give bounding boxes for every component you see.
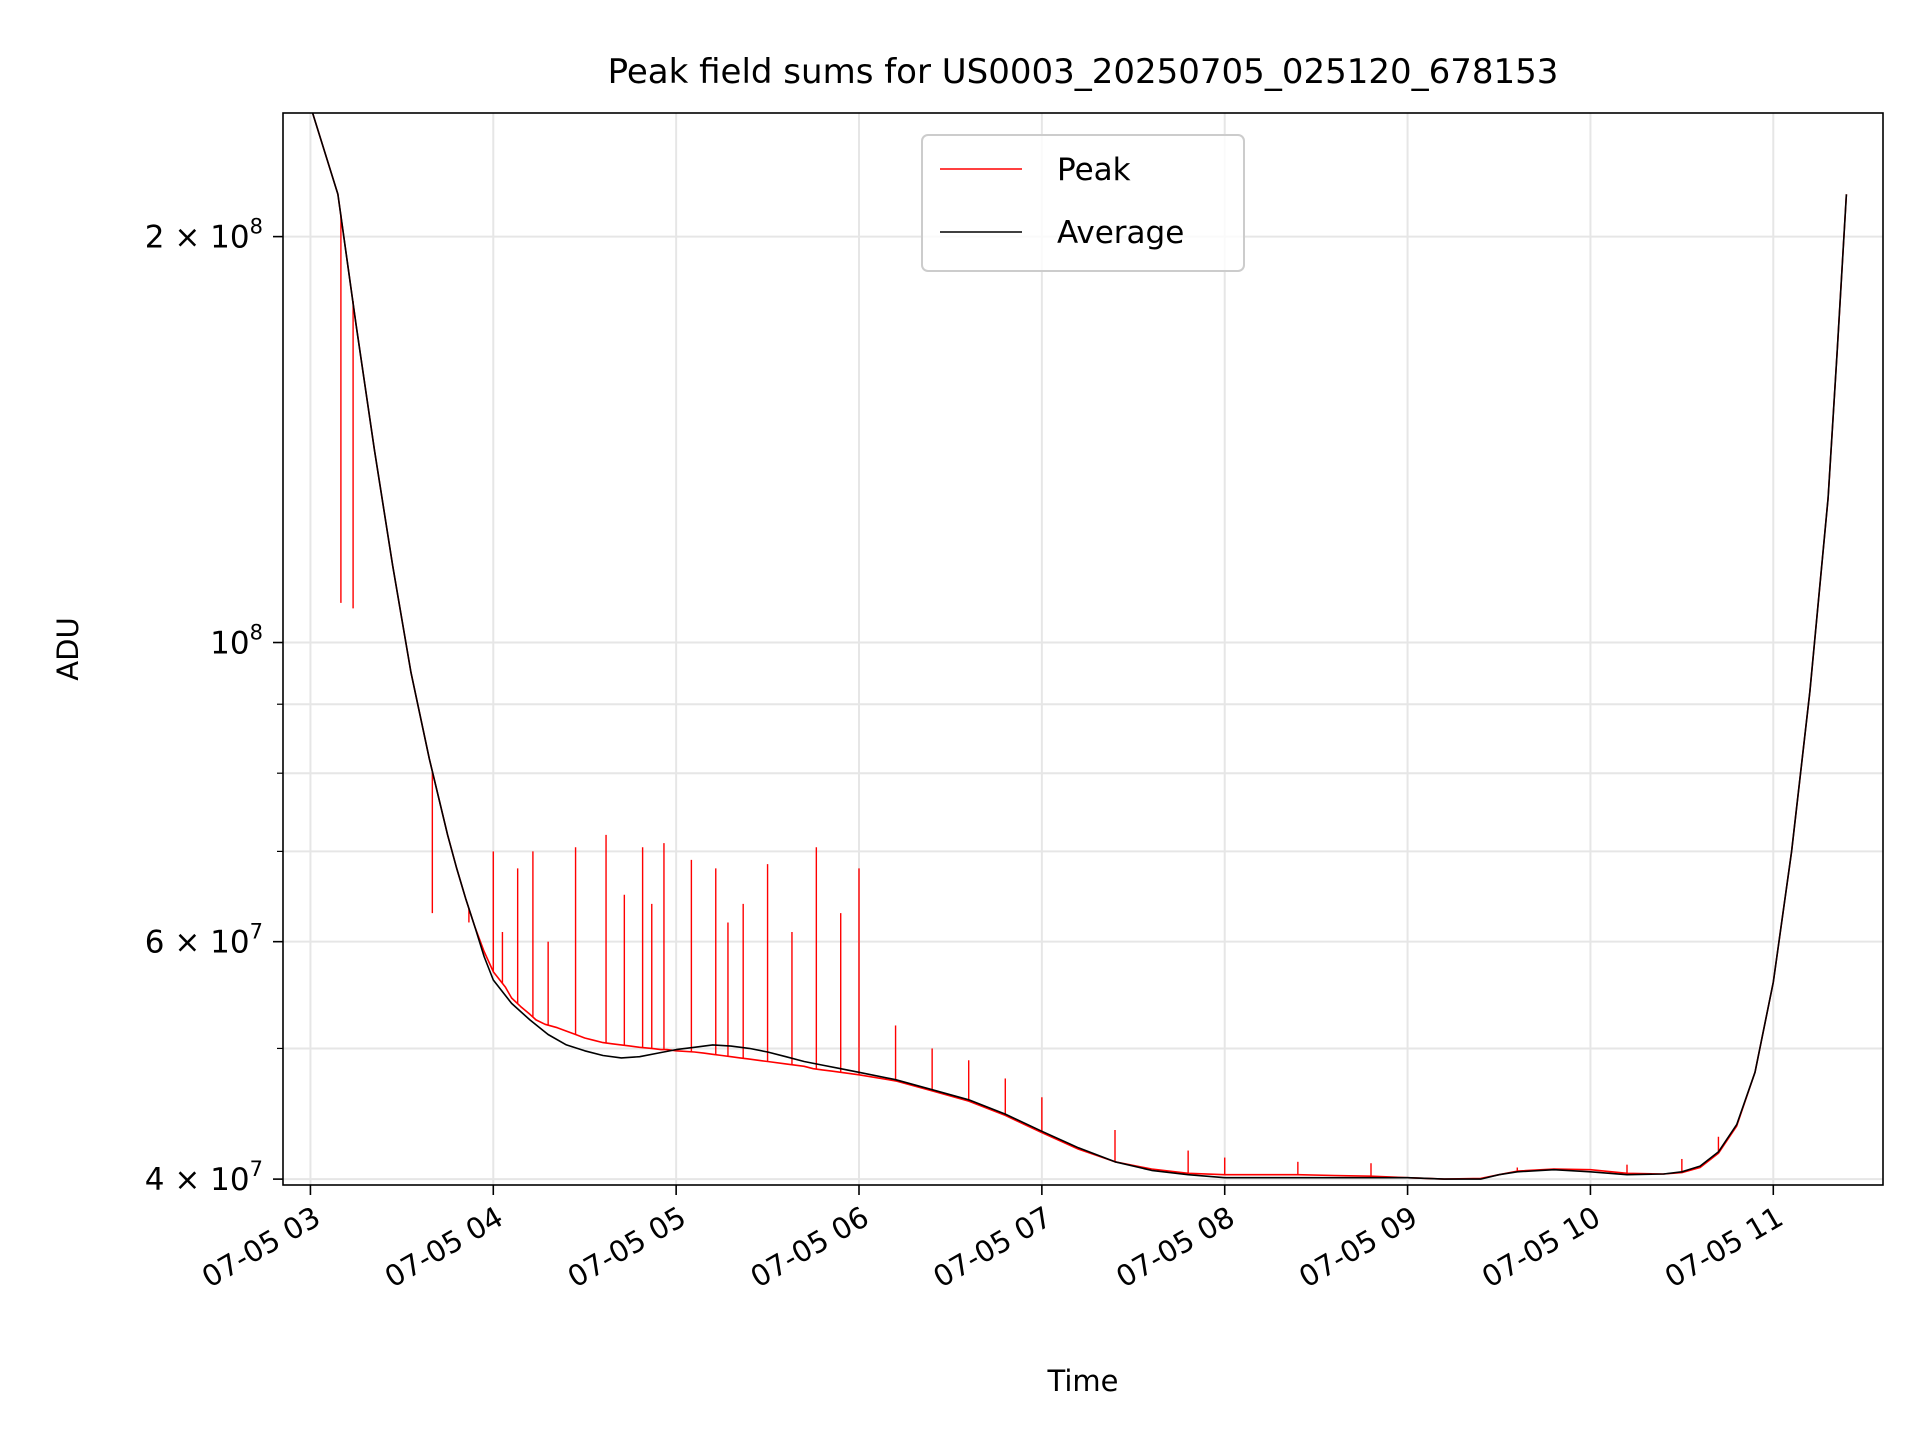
plot-area	[283, 113, 1883, 1185]
y-tick-label: 2 × 108	[145, 215, 263, 256]
chart-title: Peak field sums for US0003_20250705_0251…	[608, 52, 1559, 92]
y-tick-label: 6 × 107	[145, 920, 263, 961]
y-axis-label: ADU	[51, 617, 85, 680]
series-group	[311, 113, 1848, 1180]
legend: Peak Average	[921, 134, 1245, 272]
legend-label-peak: Peak	[1057, 152, 1131, 188]
series-line-average	[311, 113, 1848, 1180]
x-axis-label: Time	[1047, 1364, 1119, 1398]
y-tick-label: 4 × 107	[145, 1157, 263, 1198]
legend-label-average: Average	[1057, 215, 1184, 251]
peak-spikes	[340, 214, 1720, 1177]
series-line-peak	[311, 113, 1848, 1180]
y-axis: 4 × 107 6 × 107 108 2 × 108	[145, 215, 283, 1198]
grid	[283, 113, 1883, 1185]
y-tick-label: 108	[210, 621, 263, 662]
plot-frame	[282, 112, 1884, 1186]
